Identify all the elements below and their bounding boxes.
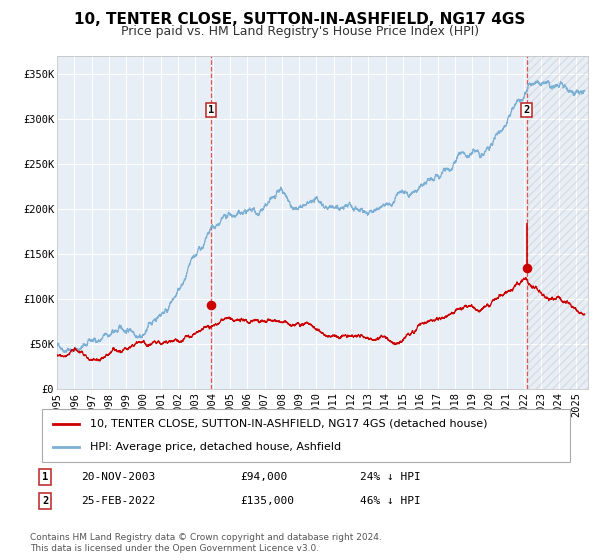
Text: £135,000: £135,000 (240, 496, 294, 506)
Text: 20-NOV-2003: 20-NOV-2003 (81, 472, 155, 482)
Text: Price paid vs. HM Land Registry's House Price Index (HPI): Price paid vs. HM Land Registry's House … (121, 25, 479, 38)
Bar (527, 56, 588, 389)
Text: 2: 2 (523, 105, 530, 115)
FancyBboxPatch shape (42, 409, 570, 462)
Text: 24% ↓ HPI: 24% ↓ HPI (360, 472, 421, 482)
Text: 46% ↓ HPI: 46% ↓ HPI (360, 496, 421, 506)
Text: HPI: Average price, detached house, Ashfield: HPI: Average price, detached house, Ashf… (89, 442, 341, 452)
Text: 2: 2 (42, 496, 48, 506)
Text: 1: 1 (42, 472, 48, 482)
Point (206, 300, 216, 309)
Text: 10, TENTER CLOSE, SUTTON-IN-ASHFIELD, NG17 4GS: 10, TENTER CLOSE, SUTTON-IN-ASHFIELD, NG… (74, 12, 526, 27)
Text: 10, TENTER CLOSE, SUTTON-IN-ASHFIELD, NG17 4GS (detached house): 10, TENTER CLOSE, SUTTON-IN-ASHFIELD, NG… (89, 419, 487, 429)
Point (522, 263, 532, 272)
Text: 25-FEB-2022: 25-FEB-2022 (81, 496, 155, 506)
Text: Contains HM Land Registry data © Crown copyright and database right 2024.
This d: Contains HM Land Registry data © Crown c… (30, 533, 382, 553)
Text: 1: 1 (208, 105, 214, 115)
Text: £94,000: £94,000 (240, 472, 287, 482)
